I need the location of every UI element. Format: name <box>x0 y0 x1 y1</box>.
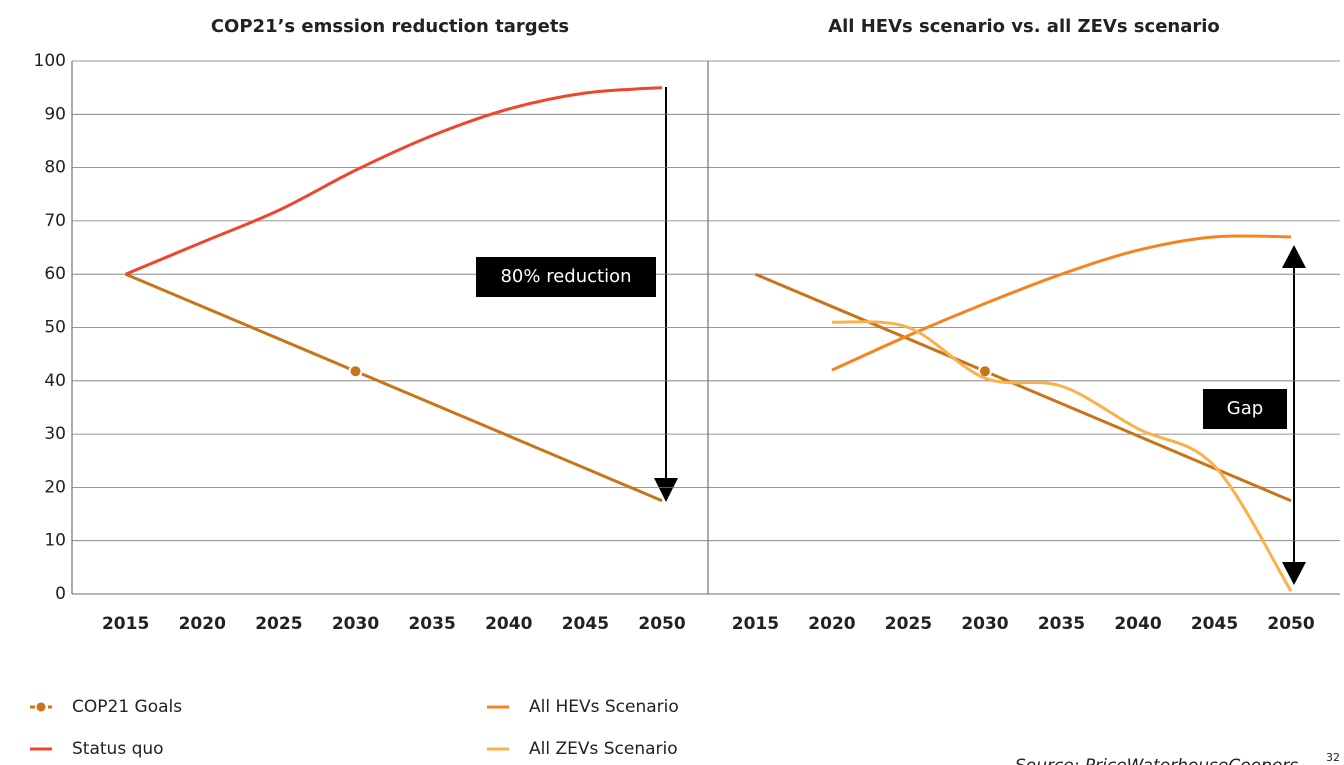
y-tick-label: 20 <box>44 477 66 497</box>
y-tick-label: 50 <box>44 318 66 338</box>
y-tick-label: 30 <box>44 424 66 444</box>
y-tick-label: 10 <box>44 531 66 551</box>
series-line <box>831 320 1293 593</box>
x-tick-label: 2035 <box>1038 614 1085 634</box>
legend-label: Status quo <box>72 739 164 759</box>
x-tick-label: 2015 <box>102 614 149 634</box>
y-tick-label: 70 <box>44 211 66 231</box>
x-tick-label: 2020 <box>808 614 855 634</box>
annotation: Gap <box>1227 398 1263 419</box>
legend-label: COP21 Goals <box>72 697 182 717</box>
x-tick-label: 2030 <box>961 614 1008 634</box>
chart-title: COP21’s emssion reduction targets <box>211 16 569 37</box>
y-tick-label: 90 <box>44 104 66 124</box>
x-tick-label: 2035 <box>408 614 455 634</box>
arrow-head <box>1282 562 1306 585</box>
legend-label: All HEVs Scenario <box>529 697 679 717</box>
annotation: 80% reduction <box>500 266 631 287</box>
legend-swatch <box>36 702 46 712</box>
y-tick-label: 60 <box>44 264 66 284</box>
x-tick-label: 2015 <box>732 614 779 634</box>
x-tick-label: 2030 <box>332 614 379 634</box>
source: Source: PriceWaterhouseCoopers <box>1015 756 1298 765</box>
x-tick-label: 2045 <box>1191 614 1238 634</box>
x-tick-label: 2040 <box>485 614 532 634</box>
x-tick-label: 2050 <box>1267 614 1314 634</box>
x-tick-label: 2020 <box>179 614 226 634</box>
arrow-head <box>1282 245 1306 268</box>
arrow-head <box>654 478 678 502</box>
y-tick-label: 100 <box>34 51 66 71</box>
x-tick-label: 2050 <box>638 614 685 634</box>
series-line <box>754 272 1292 503</box>
page-number: 32 <box>1326 751 1340 764</box>
annotation-box <box>1203 389 1287 429</box>
y-tick-label: 40 <box>44 371 66 391</box>
x-tick-label: 2025 <box>885 614 932 634</box>
annotation-box <box>476 257 656 297</box>
y-tick-label: 0 <box>55 584 66 604</box>
y-tick-label: 80 <box>44 158 66 178</box>
x-tick-label: 2045 <box>562 614 609 634</box>
x-tick-label: 2040 <box>1114 614 1161 634</box>
series-line <box>125 86 663 276</box>
series-line <box>831 234 1292 372</box>
series-line <box>125 272 663 503</box>
chart-title: All HEVs scenario vs. all ZEVs scenario <box>828 16 1220 37</box>
point <box>348 364 363 379</box>
x-tick-label: 2025 <box>255 614 302 634</box>
legend-label: All ZEVs Scenario <box>529 739 678 759</box>
